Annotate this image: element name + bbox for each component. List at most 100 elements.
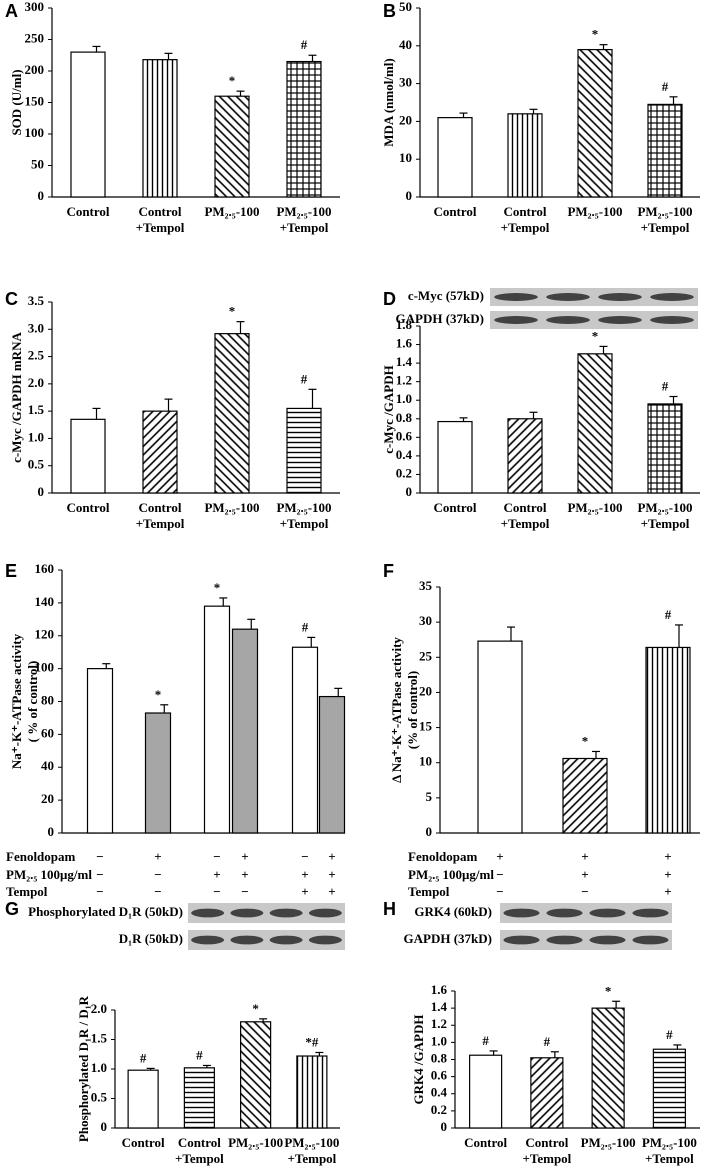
panel-letter: E [5,561,17,581]
blot-label: GAPDH (37kD) [404,931,492,946]
condition-symbol: + [664,849,671,864]
y-tick-label: 250 [25,30,45,45]
annotation: # [662,79,669,94]
y-tick-label: 120 [35,627,55,642]
x-tick-label: Control [66,204,109,219]
y-axis-label: MDA (nmol/ml) [381,58,396,146]
y-axis-label: Na⁺-K⁺-ATPase activity [9,633,24,769]
condition-symbol: − [241,884,248,899]
y-tick-label: 0.6 [396,428,413,443]
annotation: * [214,580,221,595]
bar [214,333,250,494]
condition-symbol: + [241,867,248,882]
panel-letter: H [383,899,396,919]
bar [142,410,178,494]
bar [183,1067,215,1129]
y-tick-label: 0 [406,484,413,499]
y-tick-label: 0 [38,188,45,203]
bar [142,59,178,198]
blot [490,311,698,329]
bar [318,695,346,834]
condition-label: PM₂.₅ 100μg/ml [6,867,92,882]
blot-band [503,935,540,945]
annotation: # [662,378,669,393]
bar [652,1048,686,1129]
blot-band [650,316,694,324]
y-tick-label: 1.5 [28,402,45,417]
condition-symbol: + [496,849,503,864]
condition-symbol: + [213,867,220,882]
x-tick-label: PM₂.₅-100 [204,500,259,515]
bar [562,757,608,834]
y-tick-label: 0.8 [431,1050,448,1065]
condition-symbol: + [241,849,248,864]
bar [286,60,322,198]
condition-label: Fenoldopam [6,849,76,864]
x-tick-label: +Tempol [522,1151,571,1166]
annotation: * [582,733,589,748]
blot-label: GAPDH (37kD) [396,311,484,326]
x-tick-label: PM₂.₅-100 [637,500,692,515]
condition-symbol: + [328,867,335,882]
blot-band [308,935,342,945]
y-tick-label: 1.6 [396,336,413,351]
y-tick-label: 15 [419,719,433,734]
y-tick-label: 3.0 [28,320,44,335]
blot-band [589,908,626,918]
blot-band [494,293,538,301]
x-tick-label: Control [66,500,109,515]
y-tick-label: 1.5 [91,1030,108,1045]
blot-band [191,908,225,918]
y-tick-label: 140 [35,594,55,609]
y-tick-label: 1.0 [91,1060,107,1075]
bar [437,117,473,198]
bar [645,646,691,834]
y-tick-label: 0.5 [91,1089,108,1104]
x-tick-label: Control [433,500,476,515]
blot [490,288,698,306]
annotation: # [140,1050,147,1065]
y-tick-label: 0 [441,1119,448,1134]
blot-band [546,316,590,324]
condition-symbol: − [154,884,161,899]
y-tick-label: 0 [48,824,55,839]
panel-letter: D [383,289,396,309]
y-tick-label: 0.4 [431,1085,448,1100]
blot [500,903,672,923]
condition-symbol: − [213,849,220,864]
bar [507,418,543,494]
blot-band [632,908,669,918]
condition-label: Tempol [6,884,48,899]
annotation: # [666,1027,673,1042]
condition-symbol: + [301,867,308,882]
condition-symbol: − [96,884,103,899]
bar [647,403,683,494]
bar [577,48,613,198]
panel-letter: G [5,899,19,919]
x-tick-label: +Tempol [645,1151,694,1166]
condition-symbol: − [213,884,220,899]
condition-symbol: + [664,884,671,899]
annotation: # [665,607,672,622]
bar [530,1057,564,1129]
y-tick-label: 10 [419,754,432,769]
bar [203,605,231,834]
annotation: # [482,1033,489,1048]
condition-symbol: + [664,867,671,882]
x-tick-label: PM₂.₅-100 [567,500,622,515]
y-tick-label: 10 [399,150,412,165]
x-tick-label: PM₂.₅-100 [204,204,259,219]
condition-symbol: − [581,884,588,899]
blot-band [503,908,540,918]
condition-symbol: + [581,867,588,882]
panel-letter: F [383,561,394,581]
y-axis-label: Phosphorylated D₁R / D₁R [76,995,91,1142]
annotation: * [229,304,236,319]
y-tick-label: 0 [426,824,433,839]
blot-band [598,316,642,324]
blot-band [546,908,583,918]
y-tick-label: 2.0 [28,375,44,390]
y-tick-label: 3.5 [28,293,45,308]
